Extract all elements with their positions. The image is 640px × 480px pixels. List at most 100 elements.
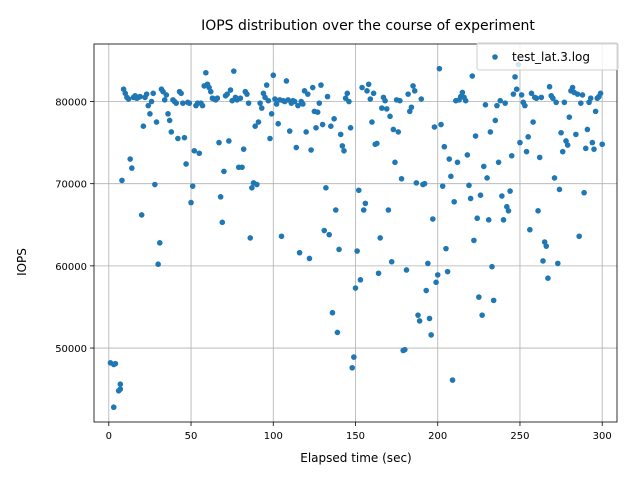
x-tick-label: 200 — [428, 431, 447, 442]
data-point — [346, 98, 352, 105]
data-point — [196, 150, 203, 157]
data-point — [349, 364, 356, 371]
data-point — [110, 404, 117, 411]
data-point — [413, 180, 420, 186]
data-point — [518, 92, 525, 98]
data-point — [429, 216, 436, 222]
data-point — [258, 105, 265, 111]
data-point — [334, 329, 341, 336]
data-point — [530, 119, 536, 125]
data-point — [365, 81, 372, 88]
data-point — [275, 120, 282, 127]
data-point — [221, 168, 227, 175]
data-point — [344, 90, 351, 97]
data-point — [523, 148, 530, 155]
data-point — [362, 200, 369, 207]
data-point — [153, 119, 160, 125]
data-point — [513, 86, 520, 92]
data-point — [569, 84, 576, 91]
data-point — [166, 117, 173, 124]
data-point — [323, 185, 329, 191]
data-point — [535, 208, 541, 214]
data-point — [272, 96, 278, 102]
data-point — [155, 261, 161, 268]
data-point — [573, 131, 579, 138]
data-point — [489, 263, 495, 270]
data-point — [411, 88, 418, 94]
data-point — [268, 111, 275, 117]
data-point — [392, 159, 398, 166]
data-point — [249, 185, 255, 191]
data-point — [367, 96, 374, 102]
data-point — [589, 139, 596, 146]
data-point — [423, 287, 430, 294]
data-point — [471, 237, 477, 244]
data-point — [527, 226, 533, 233]
y-tick-label: 60000 — [55, 262, 87, 273]
data-point — [374, 140, 380, 147]
data-point — [439, 183, 446, 189]
data-point — [336, 246, 342, 253]
y-tick-label: 50000 — [55, 344, 87, 355]
data-point — [441, 143, 448, 150]
data-point — [510, 91, 517, 97]
data-point — [467, 195, 474, 202]
data-point — [127, 156, 133, 162]
data-point — [341, 148, 347, 154]
data-point — [397, 97, 403, 104]
data-point — [448, 173, 454, 180]
data-point — [502, 100, 508, 106]
data-point — [165, 111, 171, 117]
data-point — [564, 142, 571, 148]
data-point — [278, 233, 285, 240]
data-point — [181, 134, 188, 141]
data-point — [554, 260, 561, 267]
data-point — [499, 193, 505, 199]
data-point — [505, 208, 512, 214]
data-point — [207, 88, 214, 95]
data-point — [331, 115, 337, 122]
data-point — [214, 95, 221, 102]
data-point — [388, 258, 395, 265]
data-point — [189, 183, 196, 189]
data-point — [291, 98, 298, 105]
data-point — [295, 102, 301, 109]
data-point — [326, 231, 332, 238]
data-point — [332, 207, 339, 213]
data-point — [375, 270, 382, 277]
data-point — [494, 102, 500, 109]
data-point — [306, 255, 313, 262]
x-tick-label: 0 — [106, 431, 112, 442]
data-point — [464, 152, 471, 158]
data-point — [217, 194, 224, 200]
data-point — [418, 96, 425, 102]
data-point — [416, 318, 423, 324]
data-point — [425, 260, 431, 267]
data-point — [538, 94, 545, 101]
data-point — [230, 68, 237, 74]
data-point — [479, 312, 485, 318]
y-tick-label: 70000 — [55, 180, 87, 191]
data-point — [175, 135, 181, 142]
data-point — [387, 113, 393, 120]
data-point — [216, 139, 222, 146]
data-point — [576, 233, 582, 240]
data-point — [536, 154, 543, 161]
y-tick-label: 80000 — [55, 98, 87, 109]
plot-area: 0 50 100 150 200 250 300 50000 60000 70000 80000 — [55, 43, 618, 442]
data-point — [283, 78, 290, 84]
data-point — [370, 90, 377, 97]
data-point — [254, 181, 260, 188]
data-point — [337, 131, 344, 138]
data-point — [587, 95, 594, 102]
data-point — [553, 99, 559, 106]
x-tick-label: 250 — [510, 431, 529, 442]
data-point — [273, 101, 280, 107]
data-point — [385, 207, 392, 213]
data-point — [150, 90, 157, 97]
data-point — [308, 147, 314, 153]
data-point — [459, 89, 466, 96]
data-point — [321, 227, 328, 234]
data-point — [117, 386, 124, 392]
data-point — [219, 219, 226, 226]
